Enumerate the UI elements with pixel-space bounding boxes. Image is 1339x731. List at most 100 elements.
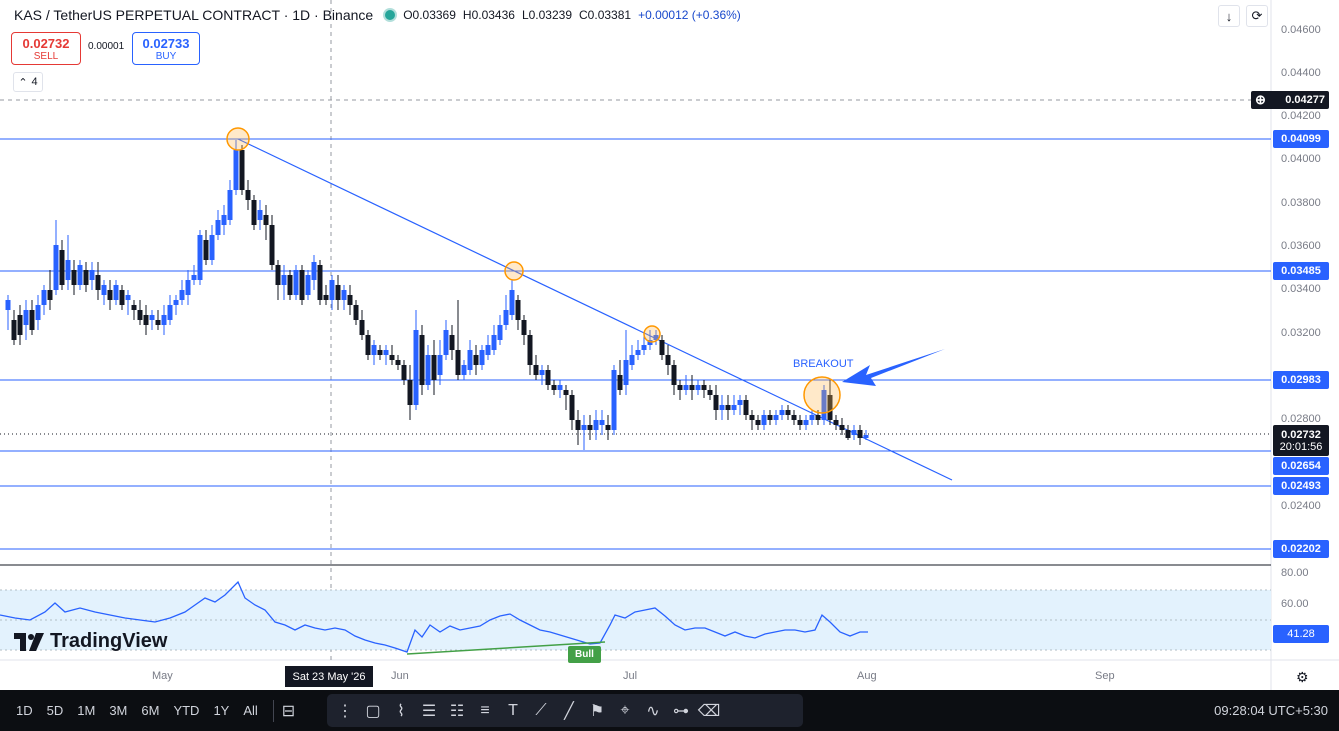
candle-body bbox=[95, 275, 101, 290]
text-icon[interactable]: T bbox=[508, 701, 518, 719]
pattern-icon[interactable]: ☷ bbox=[449, 702, 465, 720]
candle-body bbox=[611, 370, 617, 430]
candle-body bbox=[833, 420, 839, 425]
horizontal-levels[interactable] bbox=[0, 138, 1271, 550]
fullscreen-button[interactable]: ⟳ bbox=[1246, 5, 1268, 27]
candle-body bbox=[113, 285, 119, 300]
candle-body bbox=[155, 320, 161, 325]
candle-body bbox=[443, 330, 449, 355]
line-icon[interactable]: ╱ bbox=[564, 702, 574, 720]
current-price-tag: 0.02732 20:01:56 bbox=[1273, 425, 1329, 456]
utc-clock[interactable]: 09:28:04 UTC+5:30 bbox=[1214, 703, 1328, 718]
ruler-icon[interactable]: ⊶ bbox=[673, 702, 689, 720]
candle-body bbox=[455, 350, 461, 375]
candle-body bbox=[341, 290, 347, 300]
timeframe-5d[interactable]: 5D bbox=[46, 703, 64, 718]
candle-body bbox=[251, 200, 257, 225]
symbol-title[interactable]: KAS / TetherUS PERPETUAL CONTRACT · 1D ·… bbox=[14, 7, 374, 23]
market-open-icon bbox=[385, 10, 396, 20]
candle-body bbox=[65, 260, 71, 280]
candle-body bbox=[659, 340, 665, 355]
month-label: Jul bbox=[623, 670, 638, 682]
candle-body bbox=[815, 415, 821, 420]
candle-body bbox=[731, 405, 737, 410]
timeframe-ytd[interactable]: YTD bbox=[173, 703, 200, 718]
timeframe-3m[interactable]: 3M bbox=[109, 703, 128, 718]
candle-body bbox=[227, 190, 233, 220]
candle-body bbox=[335, 285, 341, 300]
level-tag: 0.02654 bbox=[1273, 457, 1329, 475]
symbol-legend: KAS / TetherUS PERPETUAL CONTRACT · 1D ·… bbox=[14, 7, 741, 23]
candle-body bbox=[131, 305, 137, 310]
candle-body bbox=[503, 310, 509, 325]
buy-button[interactable]: 0.02733 BUY bbox=[132, 32, 200, 65]
brush-icon[interactable]: ⟋ bbox=[535, 701, 547, 719]
eraser-icon[interactable]: ⌫ bbox=[697, 702, 721, 720]
timeframe-1m[interactable]: 1M bbox=[77, 703, 96, 718]
candle-body bbox=[701, 385, 707, 390]
candle-body bbox=[461, 365, 467, 375]
candle-body bbox=[107, 290, 113, 300]
candle-body bbox=[305, 275, 311, 295]
price-tick: 0.03800 bbox=[1281, 197, 1321, 209]
candle-body bbox=[683, 385, 689, 390]
candle-body bbox=[515, 300, 521, 320]
candle-body bbox=[551, 385, 557, 390]
candle-body bbox=[77, 265, 83, 285]
timeframe-all[interactable]: All bbox=[243, 703, 258, 718]
drag-dots-icon[interactable]: ⋮ bbox=[337, 702, 353, 720]
candle-body bbox=[101, 285, 107, 295]
path-icon[interactable]: ⌇ bbox=[397, 702, 405, 720]
candle-body bbox=[5, 300, 11, 310]
breakout-arrow[interactable] bbox=[842, 349, 945, 386]
download-button[interactable]: ↓ bbox=[1218, 5, 1240, 27]
candle-body bbox=[359, 320, 365, 335]
sell-button[interactable]: 0.02732 SELL bbox=[11, 32, 81, 65]
candle-body bbox=[587, 425, 593, 430]
rsi-line bbox=[0, 580, 868, 653]
candle-body bbox=[803, 420, 809, 425]
trendline[interactable] bbox=[237, 138, 953, 481]
candle-body bbox=[575, 420, 581, 430]
curve-icon[interactable]: ∿ bbox=[646, 702, 660, 720]
month-label: Jun bbox=[391, 670, 409, 682]
long-position-icon[interactable]: ⚑ bbox=[589, 702, 605, 720]
short-position-icon[interactable]: ⌖ bbox=[620, 701, 630, 719]
candle-body bbox=[749, 415, 755, 420]
timeframe-1y[interactable]: 1Y bbox=[213, 703, 230, 718]
breakout-label[interactable]: BREAKOUT bbox=[793, 358, 854, 370]
open-value: O0.03369 bbox=[403, 8, 456, 22]
settings-icon[interactable]: ⚙ bbox=[1296, 669, 1309, 685]
candle-body bbox=[695, 385, 701, 390]
touch-circle bbox=[643, 325, 661, 343]
timeframe-6m[interactable]: 6M bbox=[141, 703, 160, 718]
price-tick: 0.03600 bbox=[1281, 240, 1321, 252]
price-tick: 0.03400 bbox=[1281, 283, 1321, 295]
fib-icon[interactable]: ☰ bbox=[421, 702, 437, 720]
indicators-toggle[interactable]: ⌃ 4 bbox=[13, 72, 43, 92]
price-chart[interactable] bbox=[0, 0, 1339, 690]
plus-circle-icon[interactable]: ⊕ bbox=[1255, 92, 1266, 107]
candle-body bbox=[779, 410, 785, 415]
channel-icon[interactable]: ≡ bbox=[480, 701, 490, 719]
crosshair-price-tag[interactable]: ⊕ 0.04277 bbox=[1251, 91, 1329, 109]
calendar-range-icon[interactable]: ⊟ bbox=[281, 702, 296, 720]
candle-body bbox=[545, 370, 551, 385]
tradingview-logo[interactable]: TradingView bbox=[14, 630, 167, 653]
candle-body bbox=[47, 290, 53, 300]
candle-body bbox=[233, 150, 239, 190]
rectangle-icon[interactable]: ▢ bbox=[365, 702, 381, 720]
candle-body bbox=[299, 270, 305, 300]
candle-body bbox=[203, 240, 209, 260]
candle-body bbox=[851, 430, 857, 435]
candle-body bbox=[269, 225, 275, 265]
candle-body bbox=[239, 150, 245, 190]
level-tag: 0.02202 bbox=[1273, 540, 1329, 558]
rsi-current-tag: 41.28 bbox=[1273, 625, 1329, 643]
candle-body bbox=[809, 415, 815, 420]
candle-body bbox=[185, 280, 191, 295]
candle-body bbox=[629, 355, 635, 365]
crosshair-date-tag: Sat 23 May '26 bbox=[285, 666, 373, 687]
timeframe-1d[interactable]: 1D bbox=[16, 703, 33, 718]
divergence-line bbox=[406, 641, 606, 655]
